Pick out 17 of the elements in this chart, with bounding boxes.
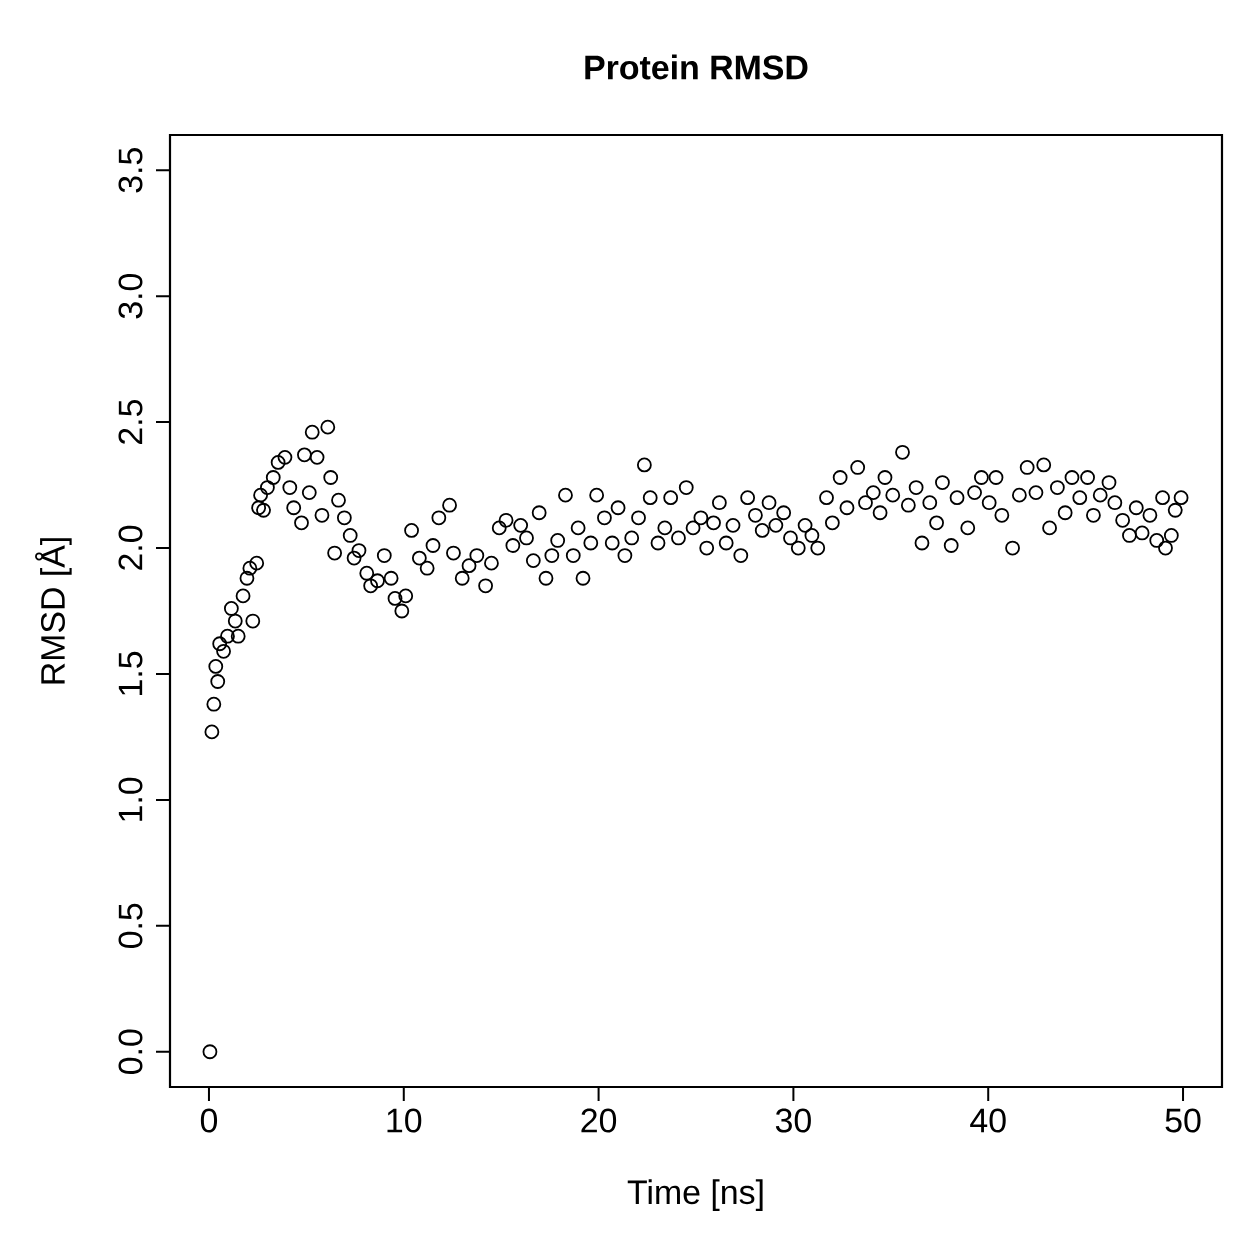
x-tick-label: 20	[581, 1108, 617, 1133]
y-axis-title: RMSD [Å]	[35, 538, 72, 684]
x-tick-label: 40	[970, 1108, 1006, 1133]
x-tick-label: 50	[1165, 1108, 1201, 1133]
y-tick-label: 0.0	[118, 1029, 143, 1074]
y-tick-label: 2.0	[118, 525, 143, 570]
y-tick-label: 3.5	[118, 148, 143, 193]
x-tick-label: 30	[775, 1108, 811, 1133]
y-tick-label: 1.5	[118, 651, 143, 695]
chart-title: Protein RMSD	[585, 54, 808, 80]
y-tick-label: 3.0	[118, 273, 143, 319]
y-tick-label: 0.5	[118, 903, 143, 949]
x-tick-label: 0	[200, 1108, 218, 1133]
x-tick-label: 10	[387, 1108, 422, 1133]
x-axis-title: Time [ns]	[627, 1179, 763, 1211]
y-tick-label: 1.0	[118, 777, 143, 821]
y-tick-label: 2.5	[118, 399, 143, 444]
